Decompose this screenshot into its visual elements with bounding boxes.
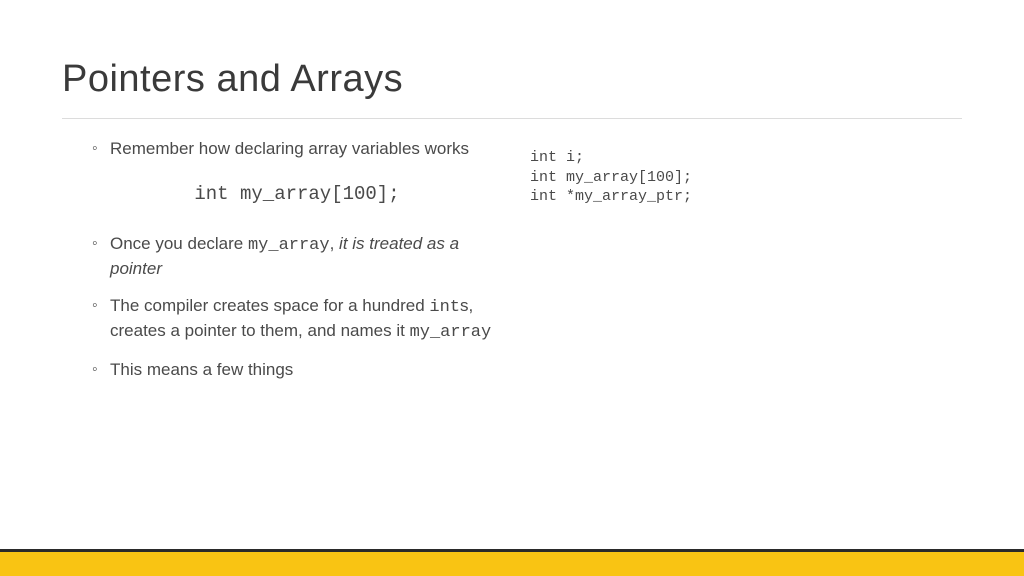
- bullet-4: This means a few things: [92, 359, 502, 382]
- bullet-3: The compiler creates space for a hundred…: [92, 295, 502, 345]
- code-line-3: int *my_array_ptr;: [530, 188, 692, 205]
- bullet-1: Remember how declaring array variables w…: [92, 138, 502, 161]
- slide-title: Pointers and Arrays: [62, 58, 403, 101]
- bullet-3-code2: my_array: [410, 323, 492, 342]
- footer-bar: [0, 552, 1024, 576]
- bullet-4-text: This means a few things: [110, 360, 293, 379]
- slide: Pointers and Arrays Remember how declari…: [0, 0, 1024, 576]
- bullet-1-text: Remember how declaring array variables w…: [110, 139, 469, 158]
- body-left-column: Remember how declaring array variables w…: [92, 138, 502, 396]
- code-right-block: int i; int my_array[100]; int *my_array_…: [530, 148, 692, 207]
- code-block-declaration: int my_array[100];: [92, 183, 502, 205]
- bullet-2-pre: Once you declare: [110, 234, 248, 253]
- bullet-2-code: my_array: [248, 236, 330, 255]
- bullet-2-mid: ,: [330, 234, 339, 253]
- bullet-3-pre: The compiler creates space for a hundred: [110, 296, 429, 315]
- bullet-2: Once you declare my_array, it is treated…: [92, 233, 502, 281]
- code-line-2: int my_array[100];: [530, 169, 692, 186]
- code-line-1: int i;: [530, 149, 584, 166]
- bullet-3-code: int: [429, 298, 460, 317]
- title-underline: [62, 118, 962, 119]
